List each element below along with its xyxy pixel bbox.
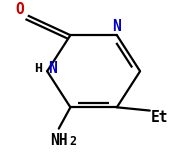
Text: 2: 2 — [70, 135, 77, 148]
Text: N: N — [48, 61, 57, 76]
Text: Et: Et — [151, 110, 168, 125]
Text: O: O — [16, 2, 24, 17]
Text: N: N — [113, 19, 121, 34]
Text: H: H — [34, 62, 42, 75]
Text: NH: NH — [50, 133, 67, 148]
